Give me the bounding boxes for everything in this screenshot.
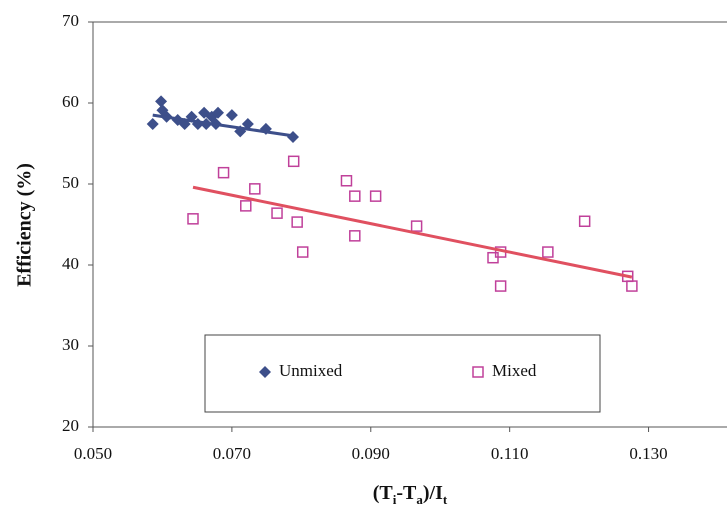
data-point <box>369 190 382 202</box>
data-point <box>217 166 230 179</box>
data-point <box>241 118 254 131</box>
legend-label: Mixed <box>492 361 537 380</box>
x-tick-label: 0.050 <box>74 444 112 463</box>
x-tick-label: 0.130 <box>629 444 667 463</box>
data-point <box>340 175 353 187</box>
data-point <box>494 280 507 292</box>
data-point <box>542 246 554 258</box>
data-point <box>349 230 361 242</box>
x-axis-title: (Ti-Ta)/It <box>373 482 448 507</box>
data-point <box>187 213 199 225</box>
data-point <box>146 118 159 131</box>
x-axis-title-part: -T <box>396 482 417 504</box>
y-tick-label: 30 <box>62 335 79 354</box>
legend-box <box>204 334 601 413</box>
legend-marker <box>259 366 271 378</box>
trend-line <box>192 185 633 279</box>
data-point <box>225 109 238 122</box>
data-point <box>249 183 261 195</box>
data-point <box>578 215 591 228</box>
x-axis-title-subscript: a <box>416 492 423 507</box>
data-point <box>626 280 638 292</box>
y-tick-label: 40 <box>62 254 79 273</box>
data-point <box>212 106 224 119</box>
data-point <box>240 200 252 212</box>
x-axis-title-subscript: t <box>443 492 448 507</box>
x-tick-label: 0.090 <box>352 444 390 463</box>
x-axis-title-part: (T <box>373 482 394 504</box>
data-point <box>410 220 423 232</box>
data-point <box>271 207 283 219</box>
x-axis-title-subscript: i <box>393 492 397 507</box>
y-tick-label: 60 <box>62 92 79 111</box>
data-point <box>287 155 300 168</box>
legend-marker <box>472 366 484 378</box>
data-point <box>155 95 168 108</box>
trend-line <box>152 113 296 138</box>
y-tick-label: 20 <box>62 416 79 435</box>
y-tick-label: 70 <box>62 11 79 30</box>
legend-label: Unmixed <box>279 361 343 380</box>
y-axis-title: Efficiency (%) <box>14 163 36 287</box>
y-tick-label: 50 <box>62 173 79 192</box>
x-tick-label: 0.110 <box>491 444 529 463</box>
data-point <box>349 190 361 202</box>
data-point <box>291 216 303 228</box>
x-tick-label: 0.070 <box>213 444 251 463</box>
x-axis-title-part: )/I <box>423 482 443 504</box>
data-point <box>296 246 309 258</box>
